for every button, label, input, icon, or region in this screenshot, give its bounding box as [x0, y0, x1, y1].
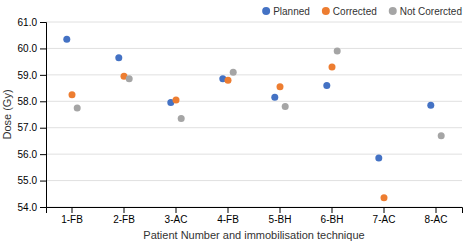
x-tick-label: 5-BH [269, 214, 292, 225]
legend: Planned Corrected Not Corercted [262, 6, 462, 17]
y-tick-label: 59.0 [18, 70, 38, 81]
series [69, 63, 388, 201]
y-tick: 61.0 [18, 17, 46, 28]
point [323, 82, 330, 89]
series [74, 48, 445, 140]
x-axis-title: Patient Number and immobilisation techni… [143, 229, 364, 241]
legend-label: Corrected [333, 6, 377, 17]
point [225, 77, 232, 84]
x-axis-line [47, 208, 463, 214]
x-tick-label: 2-FB [113, 214, 135, 225]
y-tick-mark [40, 181, 46, 182]
grid [46, 22, 462, 207]
x-tick: 6-BH [321, 207, 344, 225]
grid-line [46, 22, 462, 23]
legend-label: Planned [273, 6, 310, 17]
y-axis: 54.0 55.0 56.0 57.0 58.0 59.0 60.0 61.0 [18, 17, 47, 213]
x-tick: 3-AC [165, 207, 188, 225]
y-tick-label: 57.0 [18, 122, 38, 133]
x-tick: 7-AC [373, 207, 396, 225]
y-tick: 55.0 [18, 175, 46, 186]
y-tick: 54.0 [18, 202, 46, 213]
point [329, 63, 336, 70]
y-tick-label: 60.0 [18, 43, 38, 54]
y-tick-mark [40, 128, 46, 129]
legend-swatch [262, 7, 270, 15]
x-tick-mark [384, 207, 385, 213]
point [63, 36, 70, 43]
point [282, 103, 289, 110]
x-tick-label: 4-FB [217, 214, 239, 225]
point [178, 115, 185, 122]
point [271, 94, 278, 101]
y-tick-mark [40, 101, 46, 102]
y-tick-label: 61.0 [18, 17, 38, 28]
x-tick: 5-BH [269, 207, 292, 225]
point [115, 54, 122, 61]
x-tick-label: 8-AC [425, 214, 448, 225]
x-tick-label: 7-AC [373, 214, 396, 225]
y-tick: 60.0 [18, 43, 46, 54]
y-axis-title: Dose (Gy) [1, 89, 13, 139]
y-tick: 58.0 [18, 96, 46, 107]
y-tick-label: 54.0 [18, 202, 38, 213]
y-tick: 59.0 [18, 70, 46, 81]
point [438, 132, 445, 139]
point [334, 48, 341, 55]
y-tick: 57.0 [18, 122, 46, 133]
y-tick-mark [40, 207, 46, 208]
point [69, 91, 76, 98]
chart: 1-FB 2-FB 3-AC 4-FB 5-BH 6-BH 7-AC 8-AC 54.0 55.0… [0, 0, 474, 243]
y-tick-mark [40, 75, 46, 76]
x-tick: 4-FB [217, 207, 239, 225]
point [173, 96, 180, 103]
grid-line [46, 180, 462, 181]
x-tick-mark [72, 207, 73, 213]
legend-item: Corrected [322, 6, 377, 17]
x-tick-label: 3-AC [165, 214, 188, 225]
legend-label: Not Corercted [400, 6, 462, 17]
point [126, 75, 133, 82]
y-axis-line [40, 23, 47, 208]
grid-line [46, 48, 462, 49]
point [277, 83, 284, 90]
x-axis: 1-FB 2-FB 3-AC 4-FB 5-BH 6-BH 7-AC 8-AC [47, 207, 463, 225]
x-tick: 8-AC [425, 207, 448, 225]
grid-line [46, 101, 462, 102]
x-tick-mark [176, 207, 177, 213]
x-tick-mark [332, 207, 333, 213]
x-tick-mark [228, 207, 229, 213]
x-tick-label: 1-FB [61, 214, 83, 225]
legend-item: Planned [262, 6, 310, 17]
grid-line [46, 154, 462, 155]
x-tick-mark [124, 207, 125, 213]
x-tick: 2-FB [113, 207, 135, 225]
grid-line [46, 127, 462, 128]
grid-line [46, 74, 462, 75]
x-tick-mark [280, 207, 281, 213]
x-tick-mark [436, 207, 437, 213]
y-tick-mark [40, 154, 46, 155]
y-tick-mark [40, 22, 46, 23]
point [381, 194, 388, 201]
legend-swatch [322, 7, 330, 15]
y-tick-label: 55.0 [18, 175, 38, 186]
point [375, 155, 382, 162]
point [74, 104, 81, 111]
point [230, 69, 237, 76]
y-tick: 56.0 [18, 149, 46, 160]
x-tick: 1-FB [61, 207, 83, 225]
legend-item: Not Corercted [389, 6, 462, 17]
y-tick-mark [40, 48, 46, 49]
plot: 1-FB 2-FB 3-AC 4-FB 5-BH 6-BH 7-AC 8-AC 54.0 55.0… [18, 17, 463, 225]
legend-swatch [389, 7, 397, 15]
marks [63, 36, 444, 202]
y-tick-label: 56.0 [18, 149, 38, 160]
point [427, 102, 434, 109]
y-tick-label: 58.0 [18, 96, 38, 107]
x-tick-label: 6-BH [321, 214, 344, 225]
series [63, 36, 434, 162]
